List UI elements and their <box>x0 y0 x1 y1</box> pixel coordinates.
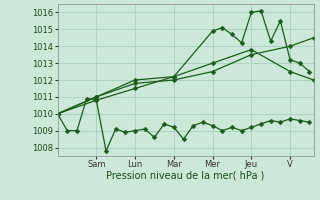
X-axis label: Pression niveau de la mer( hPa ): Pression niveau de la mer( hPa ) <box>107 171 265 181</box>
